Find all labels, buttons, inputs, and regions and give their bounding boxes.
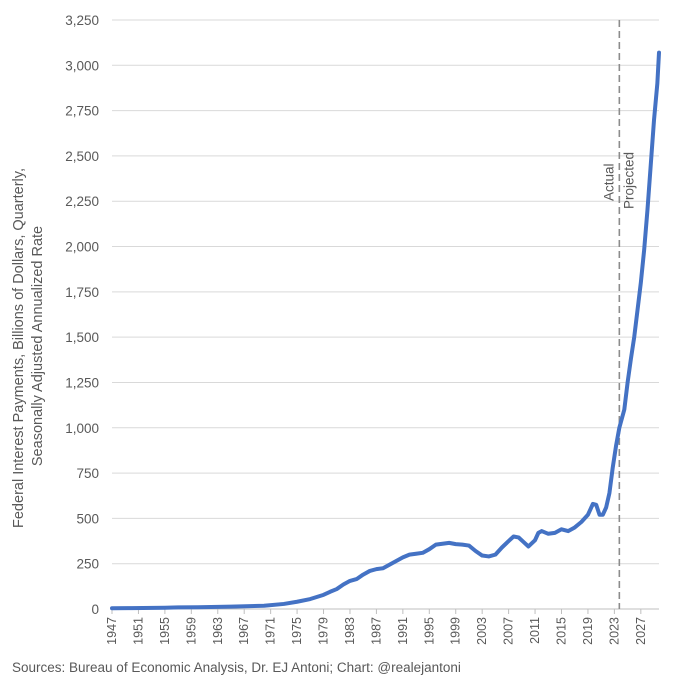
x-tick-label: 1947 — [105, 617, 119, 645]
x-tick-label: 2007 — [502, 617, 516, 645]
y-axis-label-line-1: Federal Interest Payments, Billions of D… — [11, 168, 27, 528]
x-tick-label: 1983 — [343, 617, 357, 645]
x-tick-label: 1975 — [290, 617, 304, 645]
gridlines — [112, 19, 659, 565]
x-tick-label: 1979 — [317, 617, 331, 645]
y-tick-label: 2,500 — [65, 149, 99, 164]
y-tick-label: 2,750 — [65, 104, 99, 119]
x-tick-label: 1955 — [158, 617, 172, 645]
x-tick-label: 1991 — [396, 617, 410, 645]
y-tick-label: 500 — [76, 511, 99, 526]
x-tick-label: 2015 — [554, 617, 568, 645]
x-tick-label: 2019 — [581, 617, 595, 645]
actual-label: Actual — [601, 163, 616, 201]
y-axis-tick-labels: 0 250 500 750 1,000 1,250 1,500 1,750 2,000 2,250… — [65, 13, 99, 617]
x-tick-label: 2027 — [634, 617, 648, 645]
y-tick-label: 1,000 — [65, 421, 99, 436]
y-axis-label: Federal Interest Payments, Billions of D… — [11, 164, 46, 528]
x-tick-label: 1951 — [131, 617, 145, 645]
y-tick-label: 3,250 — [65, 13, 99, 28]
x-tick-label: 1995 — [422, 617, 436, 645]
source-note: Sources: Bureau of Economic Analysis, Dr… — [12, 660, 461, 675]
y-axis-label-line-2: Seasonally Adjusted Annualized Rate — [30, 226, 46, 466]
y-tick-label: 3,000 — [65, 58, 99, 73]
y-tick-label: 750 — [76, 466, 99, 481]
y-tick-label: 2,250 — [65, 194, 99, 209]
x-axis-tick-labels: 1947 1951 1955 1959 1963 1967 1971 1975 1979 1983… — [105, 609, 648, 645]
y-tick-label: 250 — [76, 557, 99, 572]
x-tick-label: 2011 — [528, 617, 542, 644]
y-tick-label: 2,000 — [65, 240, 99, 255]
x-tick-label: 1967 — [237, 617, 251, 645]
x-tick-label: 1963 — [211, 617, 225, 645]
y-tick-label: 1,750 — [65, 285, 99, 300]
x-tick-label: 2023 — [607, 617, 621, 645]
x-tick-label: 1959 — [184, 617, 198, 645]
x-tick-label: 1971 — [264, 617, 278, 645]
x-tick-label: 1999 — [449, 617, 463, 645]
projected-label: Projected — [621, 152, 636, 209]
y-tick-label: 1,500 — [65, 330, 99, 345]
y-tick-label: 1,250 — [65, 375, 99, 390]
series-line-interest-payments — [110, 50, 661, 611]
x-tick-label: 1987 — [369, 617, 383, 645]
y-tick-label: 0 — [91, 602, 99, 617]
x-tick-label: 2003 — [475, 617, 489, 645]
